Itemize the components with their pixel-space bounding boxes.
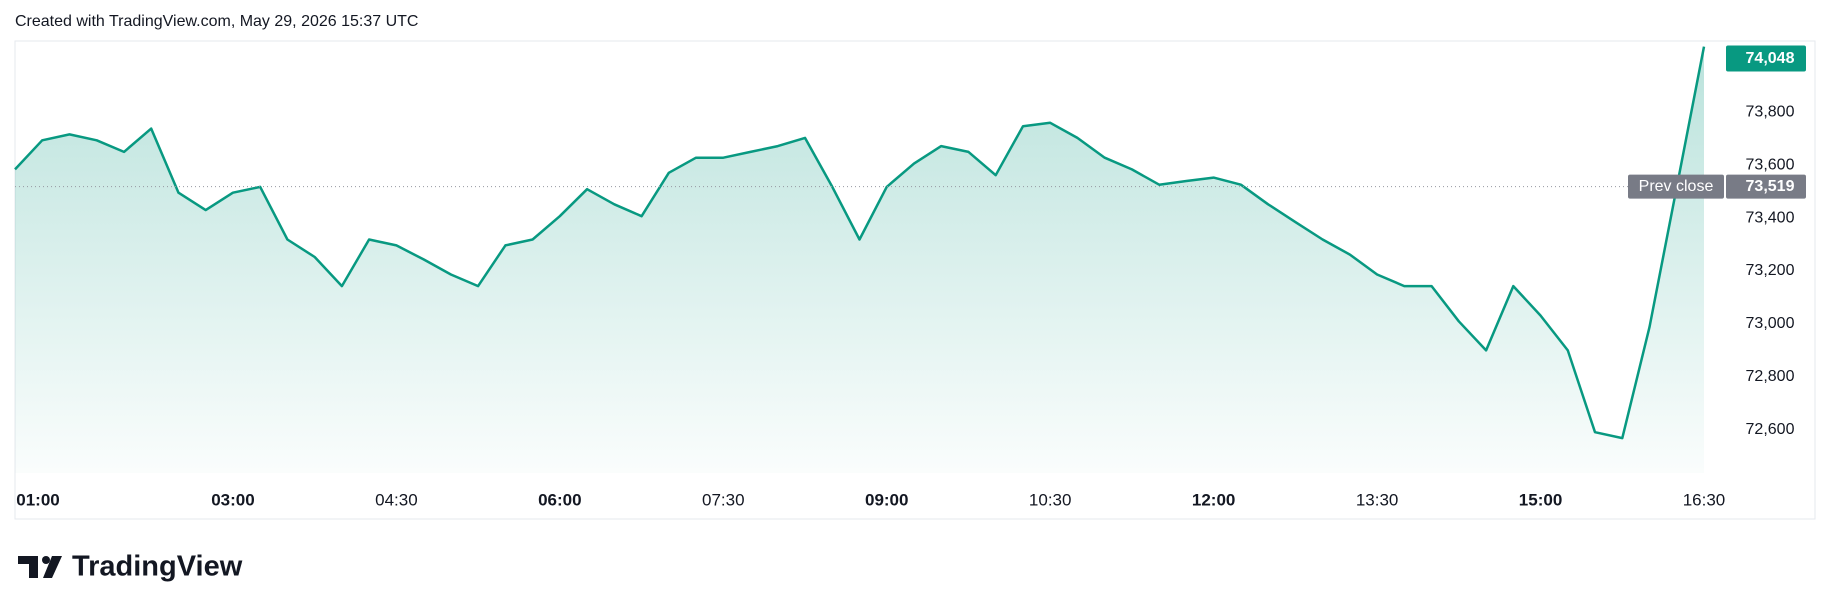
last-price-label: 74,048 [1746, 50, 1795, 67]
price-line [14, 46, 1706, 440]
logo-icon [42, 556, 50, 564]
header: Created with TradingView.com, May 29, 20… [15, 13, 418, 30]
prev-close-label: 73,519 [1746, 178, 1795, 195]
x-tick-label: 06:00 [538, 490, 581, 509]
y-tick-label: 72,800 [1746, 368, 1795, 385]
x-tick-label: 12:00 [1192, 490, 1235, 509]
y-tick-label: 73,600 [1746, 156, 1795, 173]
x-tick-label: 16:30 [1683, 490, 1726, 509]
y-tick-label: 73,000 [1746, 315, 1795, 332]
logo: TradingView [18, 551, 243, 583]
x-tick-label: 07:30 [702, 490, 745, 509]
x-tick-label: 13:30 [1356, 490, 1399, 509]
y-tick-label: 73,200 [1746, 262, 1795, 279]
x-tick-label: 15:00 [1519, 490, 1562, 509]
logo-text: TradingView [72, 551, 243, 583]
prev-close-box [1726, 174, 1806, 199]
x-tick-label: 01:00 [16, 490, 59, 509]
y-tick-label: 73,800 [1746, 103, 1795, 120]
x-tick-label: 04:30 [375, 490, 418, 509]
logo-icon [18, 556, 42, 578]
x-tick-label: 09:00 [865, 490, 908, 509]
area-fill [15, 46, 1704, 473]
x-tick-label: 10:30 [1029, 490, 1072, 509]
x-tick-label: 03:00 [211, 490, 254, 509]
last-price-box [1726, 45, 1806, 72]
logo-icon [43, 556, 62, 578]
y-tick-label: 72,600 [1746, 421, 1795, 438]
prev-close-name: Prev close [1639, 178, 1714, 195]
y-tick-label: 73,400 [1746, 209, 1795, 226]
prev-close-name-box [1628, 174, 1724, 199]
